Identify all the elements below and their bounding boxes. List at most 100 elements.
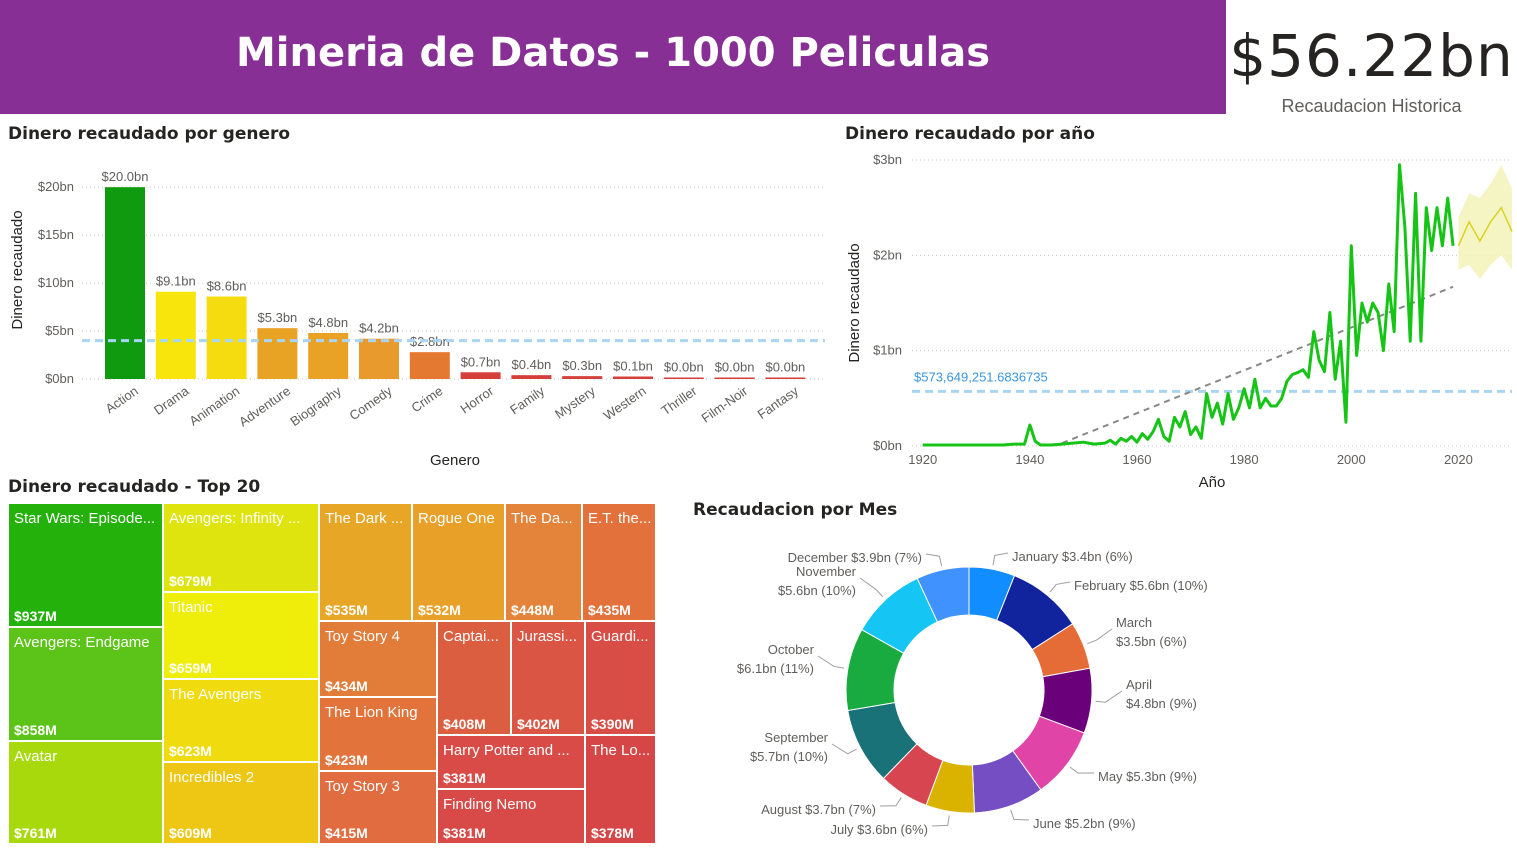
donut-label: January $3.4bn (6%)	[1012, 549, 1133, 564]
treemap-tile-name: Avatar	[14, 748, 58, 765]
treemap-tile-name: Toy Story 3	[325, 778, 401, 795]
genre-y-tick: $5bn	[45, 323, 74, 338]
genre-data-label: $0.3bn	[562, 358, 602, 373]
year-y-tick: $2bn	[873, 247, 902, 262]
genre-x-tick: Biography	[287, 383, 344, 429]
genre-x-tick: Fantasy	[755, 383, 802, 422]
genre-data-label: $20.0bn	[102, 169, 149, 184]
treemap-tile-value: $448M	[511, 602, 554, 618]
treemap-tile[interactable]: The Lion King $423M	[319, 697, 437, 771]
page-title: Mineria de Datos - 1000 Peliculas	[235, 30, 991, 76]
donut-label: February $5.6bn (10%)	[1074, 578, 1208, 593]
genre-data-label: $8.6bn	[207, 279, 247, 294]
genre-bar	[663, 377, 704, 379]
treemap-tile[interactable]: Star Wars: Episode... $937M	[8, 503, 163, 627]
donut-leader-line	[1095, 690, 1123, 703]
treemap-tile[interactable]: Harry Potter and ... $381M	[437, 735, 585, 789]
treemap-tile[interactable]: Toy Story 3 $415M	[319, 771, 437, 844]
kpi-value: $56.22bn	[1229, 22, 1514, 90]
donut-label: June $5.2bn (9%)	[1033, 816, 1136, 831]
treemap-tile-name: E.T. the...	[588, 510, 652, 527]
genre-bar	[308, 332, 349, 379]
genre-y-label: Dinero recaudado	[9, 210, 26, 329]
treemap-tile-value: $415M	[325, 825, 368, 841]
treemap-tile[interactable]: Avengers: Endgame $858M	[8, 627, 163, 741]
year-x-tick: 2020	[1444, 452, 1473, 467]
year-series-line	[922, 163, 1455, 447]
year-line-chart[interactable]: $0bn $1bn $2bn $3bn 1920 1940 1960 1980 2000 2020…	[840, 148, 1517, 498]
treemap-tile[interactable]: Captai... $408M	[437, 621, 511, 735]
treemap-tile-value: $532M	[418, 602, 461, 618]
donut-label: July $3.6bn (6%)	[830, 822, 928, 837]
treemap-tile[interactable]: The Dark ... $535M	[319, 503, 412, 621]
treemap-tile-value: $623M	[169, 743, 212, 759]
treemap-tile[interactable]: Avengers: Infinity ... $679M	[163, 503, 319, 592]
donut-slice	[916, 566, 970, 623]
treemap-tile[interactable]: Guardi... $390M	[585, 621, 656, 735]
year-y-tick: $0bn	[873, 438, 902, 453]
donut-label: $5.7bn (10%)	[750, 749, 828, 764]
treemap-tile-value: $761M	[14, 825, 57, 841]
genre-data-label: $0.1bn	[613, 359, 653, 374]
treemap-tile-name: Star Wars: Episode...	[14, 510, 156, 527]
genre-x-tick: Drama	[151, 383, 192, 418]
treemap-tile-value: $679M	[169, 573, 212, 589]
genre-bar	[155, 291, 196, 379]
treemap-tile-name: Harry Potter and ...	[443, 742, 570, 759]
year-chart-title: Dinero recaudado por año	[845, 124, 1095, 144]
donut-label: September	[764, 730, 828, 745]
genre-bar	[613, 376, 653, 379]
treemap-tile[interactable]: The Avengers $623M	[163, 679, 319, 762]
genre-x-tick: Film-Noir	[699, 383, 751, 426]
treemap-tile-value: $659M	[169, 660, 212, 676]
kpi-label: Recaudacion Historica	[1281, 96, 1462, 116]
treemap-tile[interactable]: Toy Story 4 $434M	[319, 621, 437, 697]
genre-x-tick: Family	[507, 383, 547, 418]
genre-bar-chart[interactable]: $0bn $5bn $10bn $15bn $20bn $20.0bn Action $9.1…	[0, 150, 835, 480]
top20-treemap[interactable]: Star Wars: Episode... $937M Avengers: Endg…	[8, 503, 656, 844]
treemap-tile[interactable]: Titanic $659M	[163, 592, 319, 679]
donut-leader-line	[925, 553, 943, 567]
treemap-tile-name: Incredibles 2	[169, 769, 255, 786]
treemap-tile[interactable]: E.T. the... $435M	[582, 503, 656, 621]
genre-data-label: $4.8bn	[308, 315, 348, 330]
genre-y-tick: $15bn	[38, 227, 74, 242]
genre-bar	[409, 352, 450, 379]
genre-x-tick: Horror	[458, 383, 497, 417]
genre-x-tick: Western	[601, 383, 649, 423]
donut-leader-line	[992, 552, 1009, 566]
donut-label: $6.1bn (11%)	[737, 661, 814, 676]
kpi-card[interactable]: $56.22bn Recaudacion Historica	[1226, 0, 1517, 116]
treemap-tile-name: The Lion King	[325, 704, 418, 721]
treemap-tile[interactable]: Avatar $761M	[8, 741, 163, 844]
treemap-tile-value: $609M	[169, 825, 212, 841]
treemap-tile-name: Avengers: Endgame	[14, 634, 150, 651]
treemap-tile[interactable]: Jurassi... $402M	[511, 621, 585, 735]
year-x-tick: 2000	[1337, 452, 1366, 467]
genre-x-tick: Comedy	[346, 383, 395, 423]
treemap-tile[interactable]: Finding Nemo $381M	[437, 789, 585, 844]
donut-label: October	[768, 642, 815, 657]
donut-label: November	[796, 564, 857, 579]
genre-x-tick: Mystery	[552, 383, 598, 422]
genre-bar	[105, 187, 145, 379]
treemap-tile-name: Rogue One	[418, 510, 495, 527]
month-donut-chart[interactable]: January $3.4bn (6%) February $5.6bn (10%)…	[690, 525, 1250, 852]
donut-label: April	[1126, 677, 1152, 692]
month-chart-title: Recaudacion por Mes	[693, 500, 898, 520]
treemap-tile[interactable]: Incredibles 2 $609M	[163, 762, 319, 844]
treemap-tile[interactable]: The Lo... $378M	[585, 735, 656, 844]
treemap-title: Dinero recaudado - Top 20	[8, 477, 261, 497]
donut-label: December $3.9bn (7%)	[788, 550, 922, 565]
year-x-tick: 1940	[1015, 452, 1044, 467]
year-forecast-band	[1458, 164, 1512, 280]
genre-bar	[460, 372, 501, 379]
treemap-tile-value: $434M	[325, 678, 368, 694]
year-x-tick: 1920	[908, 452, 937, 467]
treemap-tile[interactable]: Rogue One $532M	[412, 503, 505, 621]
treemap-tile-value: $378M	[591, 825, 634, 841]
treemap-tile-name: Avengers: Infinity ...	[169, 510, 301, 527]
treemap-tile-name: The Dark ...	[325, 510, 404, 527]
treemap-tile[interactable]: The Da... $448M	[505, 503, 582, 621]
donut-leader-line	[931, 815, 950, 827]
